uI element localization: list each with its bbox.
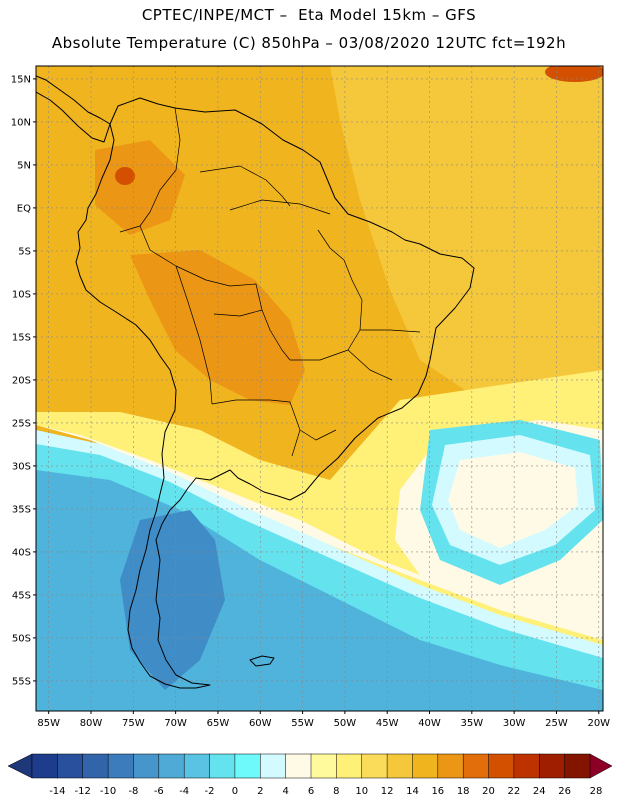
latitude-label: 5S	[18, 246, 31, 257]
colorbar-label: -6	[154, 786, 164, 797]
colorbar-label: -2	[205, 786, 215, 797]
colorbar-swatch	[310, 753, 337, 779]
colorbar-label: -8	[128, 786, 138, 797]
latitude-label: 10S	[12, 289, 31, 300]
longitude-label: 70W	[164, 718, 187, 729]
colorbar-label: 22	[508, 786, 521, 797]
latitude-label: 25S	[12, 418, 31, 429]
longitude-label: 20W	[587, 718, 610, 729]
colorbar-swatch	[285, 753, 312, 779]
colorbar-swatch	[539, 753, 566, 779]
latitude-label: 45S	[12, 590, 31, 601]
colorbar-swatch	[158, 753, 185, 779]
longitude-label: 40W	[418, 718, 441, 729]
longitude-label: 35W	[461, 718, 484, 729]
longitude-label: 85W	[37, 718, 60, 729]
central-america-coastline	[36, 75, 111, 143]
colorbar-label: -10	[100, 786, 116, 797]
colorbar-swatch	[31, 753, 58, 779]
colorbar-swatch	[386, 753, 414, 779]
colorbar-swatch	[361, 753, 388, 779]
latitude-label: 20S	[12, 375, 31, 386]
colorbar-high-arrow	[589, 753, 613, 779]
colorbar: -14 -12 -10 -8 -6 -4 -2 0 2 4 6 8 10 12 14 16 18 20 22 24 26…	[7, 753, 613, 797]
warm-atlantic-region	[330, 66, 603, 430]
latitude-label: 5N	[17, 160, 31, 171]
colorbar-swatch	[82, 753, 109, 779]
colorbar-label: 26	[558, 786, 571, 797]
map-title: CPTEC/INPE/MCT – Eta Model 15km – GFS	[141, 6, 477, 24]
colorbar-swatch	[133, 753, 160, 779]
colorbar-swatch	[260, 753, 287, 779]
hot-north-region	[95, 140, 185, 235]
latitude-label: 50S	[12, 633, 31, 644]
colorbar-label: 2	[257, 786, 263, 797]
colorbar-swatch	[412, 753, 439, 779]
longitude-label: 80W	[80, 718, 103, 729]
latitude-label: 30S	[12, 461, 31, 472]
colorbar-swatch	[488, 753, 515, 779]
colorbar-swatch	[107, 753, 135, 779]
longitude-label: 65W	[207, 718, 230, 729]
longitude-axis: 85W 80W 75W 70W 65W 60W 55W 50W 45W 40W 35W 30W 25W 2…	[37, 711, 610, 729]
longitude-label: 60W	[249, 718, 272, 729]
colorbar-swatch	[564, 753, 591, 779]
longitude-label: 45W	[376, 718, 399, 729]
colorbar-label: 6	[308, 786, 314, 797]
temperature-field	[36, 66, 603, 711]
longitude-label: 30W	[503, 718, 526, 729]
colorbar-label: 28	[590, 786, 603, 797]
longitude-label: 25W	[545, 718, 568, 729]
colorbar-swatch	[336, 753, 363, 779]
latitude-label: 10N	[11, 117, 31, 128]
colorbar-swatch	[437, 753, 464, 779]
pale-cold-band	[36, 430, 603, 658]
colorbar-swatch	[513, 753, 540, 779]
colorbar-label: 8	[333, 786, 339, 797]
map-frame	[35, 65, 604, 712]
patagonia-cold-region	[120, 510, 225, 690]
latitude-label: 15N	[11, 74, 31, 85]
colorbar-label: 20	[482, 786, 495, 797]
colorbar-swatch	[234, 753, 261, 779]
latitude-label: 55S	[12, 676, 31, 687]
latitude-label: 40S	[12, 547, 31, 558]
south-america-coastline	[75, 97, 475, 689]
colorbar-label: -12	[75, 786, 91, 797]
coastlines	[36, 75, 475, 689]
colorbar-low-arrow	[7, 753, 33, 779]
latitude-label: EQ	[17, 203, 31, 214]
colorbar-label: 18	[457, 786, 470, 797]
falklands	[249, 655, 275, 667]
country-borders	[119, 107, 421, 457]
colorbar-swatch	[462, 753, 490, 779]
colorbar-swatch	[57, 753, 84, 779]
latitude-label: 35S	[12, 504, 31, 515]
hot-interior-region	[130, 250, 305, 405]
colorbar-label: 0	[232, 786, 238, 797]
colorbar-swatch	[183, 753, 211, 779]
hot-spot-ne	[545, 66, 603, 82]
longitude-label: 55W	[291, 718, 314, 729]
atlantic-cream-blob	[448, 452, 578, 548]
longitude-label: 75W	[122, 718, 145, 729]
colorbar-label: 10	[355, 786, 368, 797]
colorbar-label: 16	[431, 786, 444, 797]
colorbar-label: -4	[179, 786, 189, 797]
colorbar-label: 24	[533, 786, 546, 797]
latitude-axis: 15N 10N 5N EQ 5S 10S 15S 20S 25S 30S 35S 40S 45S 50S 5…	[11, 74, 36, 687]
map-subtitle: Absolute Temperature (C) 850hPa – 03/08/…	[51, 34, 567, 52]
colorbar-label: 12	[381, 786, 394, 797]
colorbar-label: 14	[406, 786, 419, 797]
colorbar-label: -14	[49, 786, 65, 797]
latitude-label: 15S	[12, 332, 31, 343]
colorbar-label: 4	[282, 786, 288, 797]
hot-spot	[115, 167, 135, 185]
longitude-label: 50W	[334, 718, 357, 729]
colorbar-swatch	[209, 753, 236, 779]
